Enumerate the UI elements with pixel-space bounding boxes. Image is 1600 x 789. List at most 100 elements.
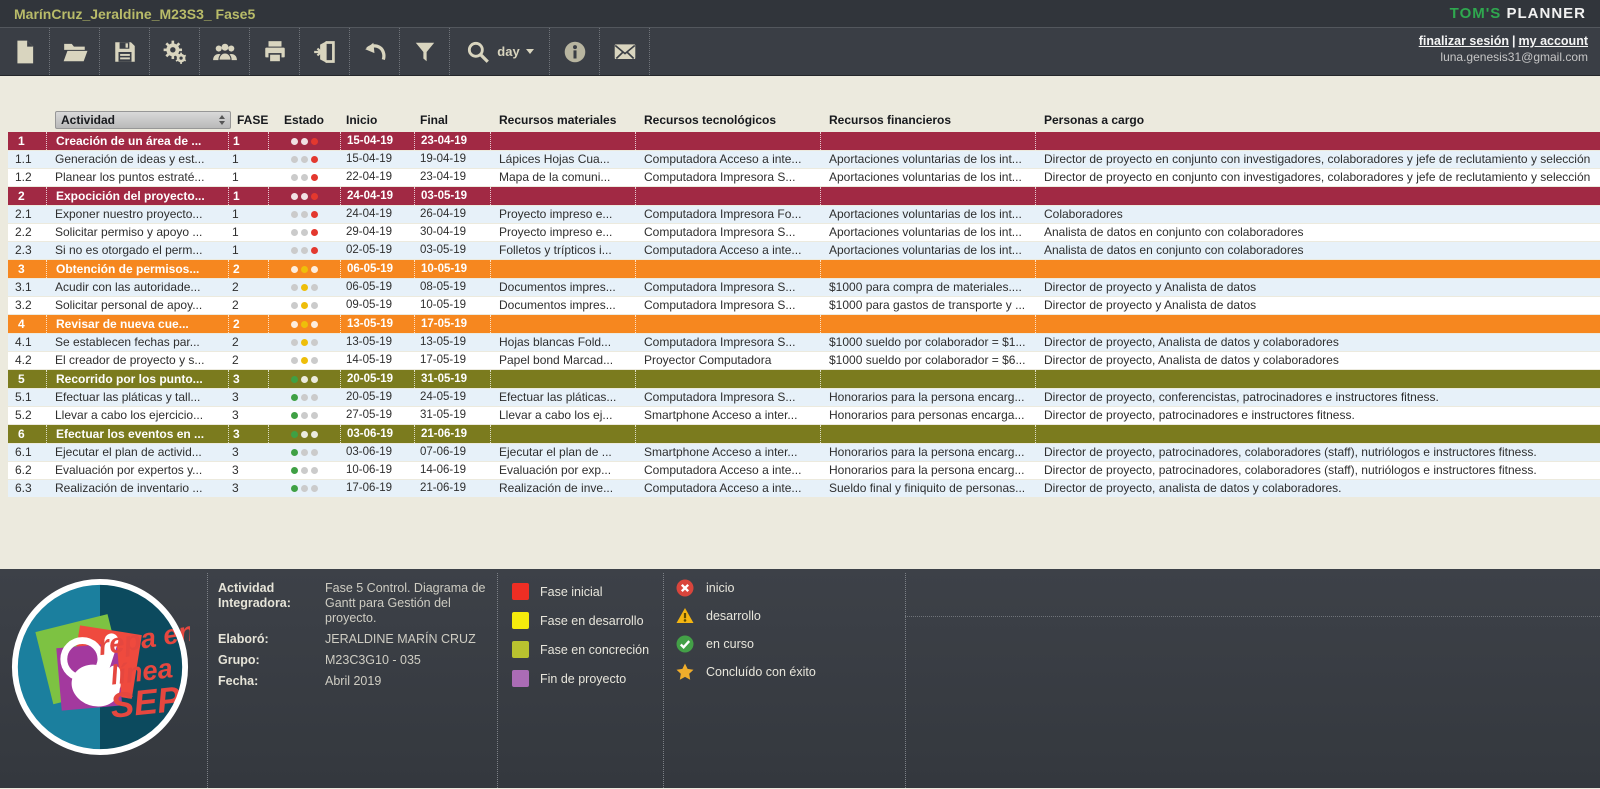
task-row[interactable]: 6.1 Ejecutar el plan de activid... 3 03-06-… [8, 444, 1600, 461]
financial-resources-cell [820, 260, 1035, 278]
my-account-link[interactable]: my account [1518, 34, 1588, 48]
logout-link[interactable]: finalizar sesión [1418, 34, 1510, 48]
star-icon [676, 663, 694, 680]
phase-row[interactable]: 3 Obtención de permisos... 2 06-05-19 10-05-… [8, 260, 1600, 278]
phase-row[interactable]: 4 Revisar de nueva cue... 2 13-05-19 17-05-1… [8, 315, 1600, 333]
save-button[interactable] [100, 28, 150, 75]
tech-resources-cell [635, 132, 820, 150]
row-id-cell: 5.1 [15, 390, 32, 404]
filter-button[interactable] [400, 28, 450, 75]
status-dot-red [310, 211, 318, 218]
undo-button[interactable] [350, 28, 400, 75]
settings-button[interactable] [150, 28, 200, 75]
status-dot-green [291, 265, 298, 273]
tech-resources-cell: Proyector Computadora [644, 353, 772, 367]
row-id-cell: 3.2 [15, 298, 32, 312]
print-button[interactable] [250, 28, 300, 75]
end-date-cell: 10-05-19 [414, 260, 490, 278]
zoom-level-value: day [497, 44, 520, 59]
open-button[interactable] [50, 28, 100, 75]
phase-row[interactable]: 1 Creación de un área de ... 1 15-04-19 23-0… [8, 132, 1600, 150]
activity-cell: Llevar a cabo los ejercicio... [55, 408, 204, 422]
info-button[interactable] [550, 28, 600, 75]
fase-cell: 2 [232, 335, 239, 349]
people-cell: Director de proyecto, analista de datos … [1044, 481, 1342, 495]
start-date-cell: 06-05-19 [340, 260, 414, 278]
material-resources-cell: Documentos impres... [499, 280, 616, 294]
phase-row[interactable]: 5 Recorrido por los punto... 3 20-05-19 31-0… [8, 370, 1600, 388]
row-id-cell: 3 [18, 262, 25, 276]
financial-resources-cell: Aportaciones voluntarias de los int... [829, 225, 1022, 239]
collaborators-button[interactable] [200, 28, 250, 75]
zoom-level-dropdown[interactable]: day [450, 28, 550, 75]
people-cell [1035, 260, 1600, 278]
status-dot-green [290, 302, 298, 309]
new-document-button[interactable] [0, 28, 50, 75]
check-circle-icon [676, 635, 694, 653]
financial-resources-cell: $1000 para gastos de transporte y ... [829, 298, 1026, 312]
people-cell [1035, 425, 1600, 443]
task-row[interactable]: 6.2 Evaluación por expertos y... 3 10-06-19… [8, 462, 1600, 479]
estado-cell [268, 224, 340, 241]
task-row[interactable]: 2.2 Solicitar permiso y apoyo ... 1 29-04-1… [8, 224, 1600, 241]
task-row[interactable]: 3.1 Acudir con las autoridade... 2 06-05-19… [8, 279, 1600, 296]
chevron-down-icon [525, 49, 534, 54]
activity-cell: Si no es otorgado el perm... [55, 243, 203, 257]
status-dot-red [310, 449, 318, 456]
status-dot-red [311, 320, 318, 328]
activity-sort-select[interactable]: Actividad [55, 111, 231, 129]
material-resources-cell: Hojas blancas Fold... [499, 335, 612, 349]
fase-cell: 2 [232, 280, 239, 294]
phase-row[interactable]: 6 Efectuar los eventos en ... 3 03-06-19 21-… [8, 425, 1600, 443]
task-row[interactable]: 4.2 El creador de proyecto y s... 2 14-05-1… [8, 352, 1600, 369]
row-id-cell: 6.1 [15, 445, 32, 459]
task-row[interactable]: 2.3 Si no es otorgado el perm... 1 02-05-19… [8, 242, 1600, 259]
activity-cell: Solicitar permiso y apoyo ... [55, 225, 203, 239]
row-id-cell: 4.1 [15, 335, 32, 349]
legend-label: en curso [706, 637, 754, 651]
financial-resources-cell [820, 425, 1035, 443]
row-id-cell: 3.1 [15, 280, 32, 294]
brand-toms: TOM'S [1449, 5, 1502, 22]
task-row[interactable]: 1.2 Planear los puntos estraté... 1 22-04-1… [8, 169, 1600, 186]
estado-cell [268, 444, 340, 461]
tech-resources-cell: Computadora Impresora S... [644, 335, 796, 349]
estado-cell [268, 297, 340, 314]
phase-color-legend: Fase inicial Fase en desarrollo Fase en … [512, 583, 649, 699]
printer-icon [264, 40, 285, 63]
estado-cell [268, 206, 340, 223]
start-date-cell: 03-06-19 [340, 425, 414, 443]
task-row[interactable]: 4.1 Se establecen fechas par... 2 13-05-19 1… [8, 334, 1600, 351]
people-cell: Director de proyecto, Analista de datos … [1044, 353, 1339, 367]
start-date-cell: 03-06-19 [346, 446, 393, 458]
fase-cell: 1 [232, 243, 239, 257]
export-button[interactable] [300, 28, 350, 75]
row-id-cell: 5.2 [15, 408, 32, 422]
task-row[interactable]: 6.3 Realización de inventario ... 3 17-06-1… [8, 480, 1600, 497]
info-label: Grupo: [218, 653, 260, 667]
task-row[interactable]: 2.1 Exponer nuestro proyecto... 1 24-04-19 2… [8, 206, 1600, 223]
tech-resources-cell [635, 315, 820, 333]
tech-resources-cell [635, 425, 820, 443]
status-dot-green [291, 192, 298, 200]
financial-resources-cell [820, 370, 1035, 388]
task-row[interactable]: 5.2 Llevar a cabo los ejercicio... 3 27-05-… [8, 407, 1600, 424]
task-row[interactable]: 1.1 Generación de ideas y est... 1 15-04-19… [8, 151, 1600, 168]
phase-row[interactable]: 2 Expocición del proyecto... 1 24-04-19 03-0… [8, 187, 1600, 205]
task-row[interactable]: 3.2 Solicitar personal de apoy... 2 09-05-1… [8, 297, 1600, 314]
task-row[interactable]: 5.1 Efectuar las pláticas y tall... 3 20-05… [8, 389, 1600, 406]
info-row: Actividad Integradora: Fase 5 Control. Di… [218, 581, 486, 626]
email-button[interactable] [600, 28, 650, 75]
status-dot-red [310, 302, 318, 309]
status-dot-yellow [300, 394, 308, 401]
legend-label: Fase en desarrollo [540, 613, 644, 628]
toolbar-buttons: day [0, 28, 650, 75]
status-dot-green [290, 357, 298, 364]
footer-separator [905, 573, 906, 788]
row-id-cell: 5 [18, 372, 25, 386]
fase-cell: 3 [232, 408, 239, 422]
fase-cell: 1 [232, 207, 239, 221]
people-cell: Director de proyecto, conferencistas, pa… [1044, 390, 1439, 404]
estado-cell [268, 132, 340, 150]
undo-arrow-icon [364, 42, 386, 60]
